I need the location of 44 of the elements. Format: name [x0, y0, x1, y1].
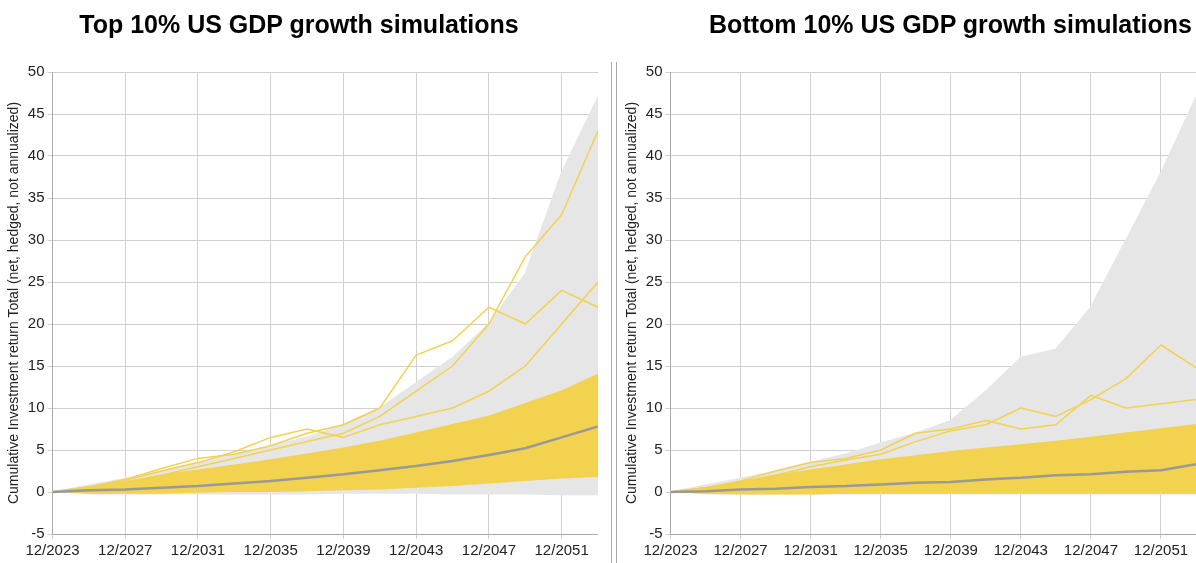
y-tick-label: 40 [27, 146, 45, 164]
y-tick-label: 20 [645, 314, 663, 332]
x-tick-label: 12/2027 [713, 541, 768, 559]
y-tick-label: 0 [36, 482, 45, 500]
y-tick-label: 35 [27, 188, 45, 206]
y-tick-label: 50 [27, 62, 45, 80]
x-tick-label: 12/2031 [783, 541, 838, 559]
chart-title: Bottom 10% US GDP growth simulations [708, 10, 1192, 39]
x-tick-label: 12/2051 [1133, 541, 1189, 559]
y-tick-label: 5 [36, 440, 45, 458]
y-axis-title: Cumulative Investment return Total (net, hedged, not annualized) [5, 101, 22, 505]
y-tick-label: 10 [27, 398, 45, 416]
x-tick-label: 12/2039 [923, 541, 978, 559]
y-tick-label: -5 [649, 524, 663, 542]
x-tick-label: 12/2047 [1063, 541, 1119, 559]
y-tick-label: 15 [645, 356, 663, 374]
x-tick-label: 12/2027 [98, 541, 153, 559]
y-tick-label: 45 [645, 104, 663, 122]
x-tick-label: 12/2031 [170, 541, 226, 559]
x-tick-label: 12/2035 [243, 541, 298, 559]
y-tick-label: 20 [27, 314, 45, 332]
x-tick-label: 12/2023 [25, 541, 80, 559]
y-tick-label: 30 [27, 230, 45, 248]
y-tick-label: 50 [645, 62, 663, 80]
x-tick-label: 12/2035 [853, 541, 908, 559]
y-tick-label: 15 [27, 356, 45, 374]
x-tick-label: 12/2023 [643, 541, 698, 559]
y-tick-label: 30 [645, 230, 663, 248]
y-tick-label: 25 [645, 272, 663, 290]
chart-title: Top 10% US GDP growth simulations [78, 10, 520, 39]
y-tick-label: 0 [654, 482, 663, 500]
y-tick-label: -5 [31, 524, 45, 542]
x-tick-label: 12/2047 [461, 541, 517, 559]
y-tick-label: 25 [27, 272, 45, 290]
x-tick-label: 12/2039 [316, 541, 371, 559]
x-tick-label: 12/2051 [534, 541, 589, 559]
y-tick-label: 35 [645, 188, 663, 206]
y-tick-label: 5 [654, 440, 663, 458]
y-tick-label: 45 [27, 104, 45, 122]
x-tick-label: 12/2043 [993, 541, 1048, 559]
x-tick-label: 12/2043 [389, 541, 444, 559]
y-tick-label: 40 [645, 146, 663, 164]
y-axis-title: Cumulative Investment return Total (net, hedged, not annualized) [623, 101, 640, 505]
y-tick-label: 10 [645, 398, 663, 416]
